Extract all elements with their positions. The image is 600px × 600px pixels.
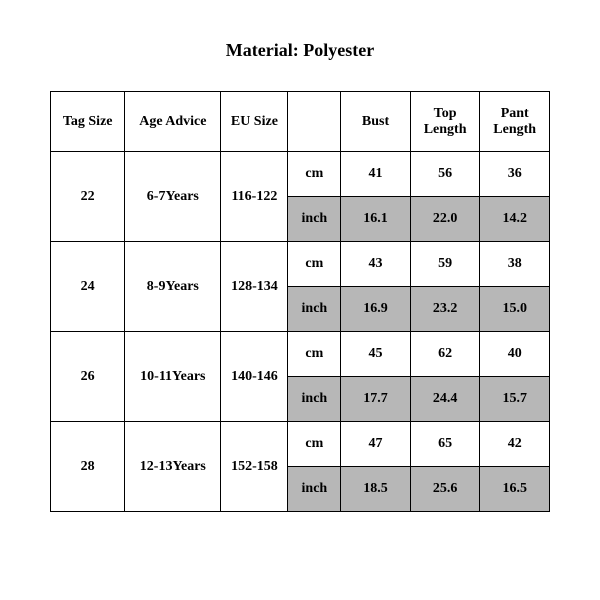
cell-eu-size: 116-122 <box>221 152 288 242</box>
cell-unit-inch: inch <box>288 377 341 422</box>
cell-unit-inch: inch <box>288 287 341 332</box>
table-row: 226-7Years116-122cm415636 <box>51 152 550 197</box>
cell-bust-inch: 16.9 <box>341 287 411 332</box>
cell-eu-size: 152-158 <box>221 422 288 512</box>
cell-bust-cm: 41 <box>341 152 411 197</box>
page-container: Material: Polyester Tag Size Age Advice … <box>0 0 600 600</box>
col-bust: Bust <box>341 92 411 152</box>
table-row: 2812-13Years152-158cm476542 <box>51 422 550 467</box>
cell-tag-size: 24 <box>51 242 125 332</box>
cell-top-cm: 65 <box>410 422 480 467</box>
cell-age-advice: 8-9Years <box>125 242 221 332</box>
col-tag-size: Tag Size <box>51 92 125 152</box>
cell-age-advice: 10-11Years <box>125 332 221 422</box>
cell-tag-size: 28 <box>51 422 125 512</box>
cell-age-advice: 12-13Years <box>125 422 221 512</box>
cell-pant-cm: 36 <box>480 152 550 197</box>
table-row: 248-9Years128-134cm435938 <box>51 242 550 287</box>
col-pant-length: Pant Length <box>480 92 550 152</box>
col-age-advice: Age Advice <box>125 92 221 152</box>
cell-bust-cm: 43 <box>341 242 411 287</box>
cell-unit-cm: cm <box>288 332 341 377</box>
cell-top-cm: 56 <box>410 152 480 197</box>
cell-pant-inch: 15.0 <box>480 287 550 332</box>
cell-unit-inch: inch <box>288 197 341 242</box>
table-header: Tag Size Age Advice EU Size Bust Top Len… <box>51 92 550 152</box>
table-body: 226-7Years116-122cm415636inch16.122.014.… <box>51 152 550 512</box>
cell-tag-size: 26 <box>51 332 125 422</box>
cell-age-advice: 6-7Years <box>125 152 221 242</box>
cell-eu-size: 140-146 <box>221 332 288 422</box>
cell-bust-cm: 47 <box>341 422 411 467</box>
cell-pant-inch: 14.2 <box>480 197 550 242</box>
col-unit <box>288 92 341 152</box>
cell-bust-inch: 17.7 <box>341 377 411 422</box>
cell-pant-cm: 40 <box>480 332 550 377</box>
col-eu-size: EU Size <box>221 92 288 152</box>
cell-top-inch: 23.2 <box>410 287 480 332</box>
cell-tag-size: 22 <box>51 152 125 242</box>
cell-top-inch: 25.6 <box>410 467 480 512</box>
cell-pant-inch: 15.7 <box>480 377 550 422</box>
cell-unit-cm: cm <box>288 152 341 197</box>
cell-bust-inch: 16.1 <box>341 197 411 242</box>
cell-unit-cm: cm <box>288 242 341 287</box>
cell-top-inch: 22.0 <box>410 197 480 242</box>
cell-pant-inch: 16.5 <box>480 467 550 512</box>
cell-pant-cm: 42 <box>480 422 550 467</box>
cell-top-inch: 24.4 <box>410 377 480 422</box>
table-row: 2610-11Years140-146cm456240 <box>51 332 550 377</box>
cell-bust-inch: 18.5 <box>341 467 411 512</box>
cell-bust-cm: 45 <box>341 332 411 377</box>
page-title: Material: Polyester <box>50 40 550 61</box>
cell-unit-inch: inch <box>288 467 341 512</box>
cell-pant-cm: 38 <box>480 242 550 287</box>
cell-unit-cm: cm <box>288 422 341 467</box>
cell-top-cm: 59 <box>410 242 480 287</box>
size-table: Tag Size Age Advice EU Size Bust Top Len… <box>50 91 550 512</box>
cell-eu-size: 128-134 <box>221 242 288 332</box>
col-top-length: Top Length <box>410 92 480 152</box>
cell-top-cm: 62 <box>410 332 480 377</box>
